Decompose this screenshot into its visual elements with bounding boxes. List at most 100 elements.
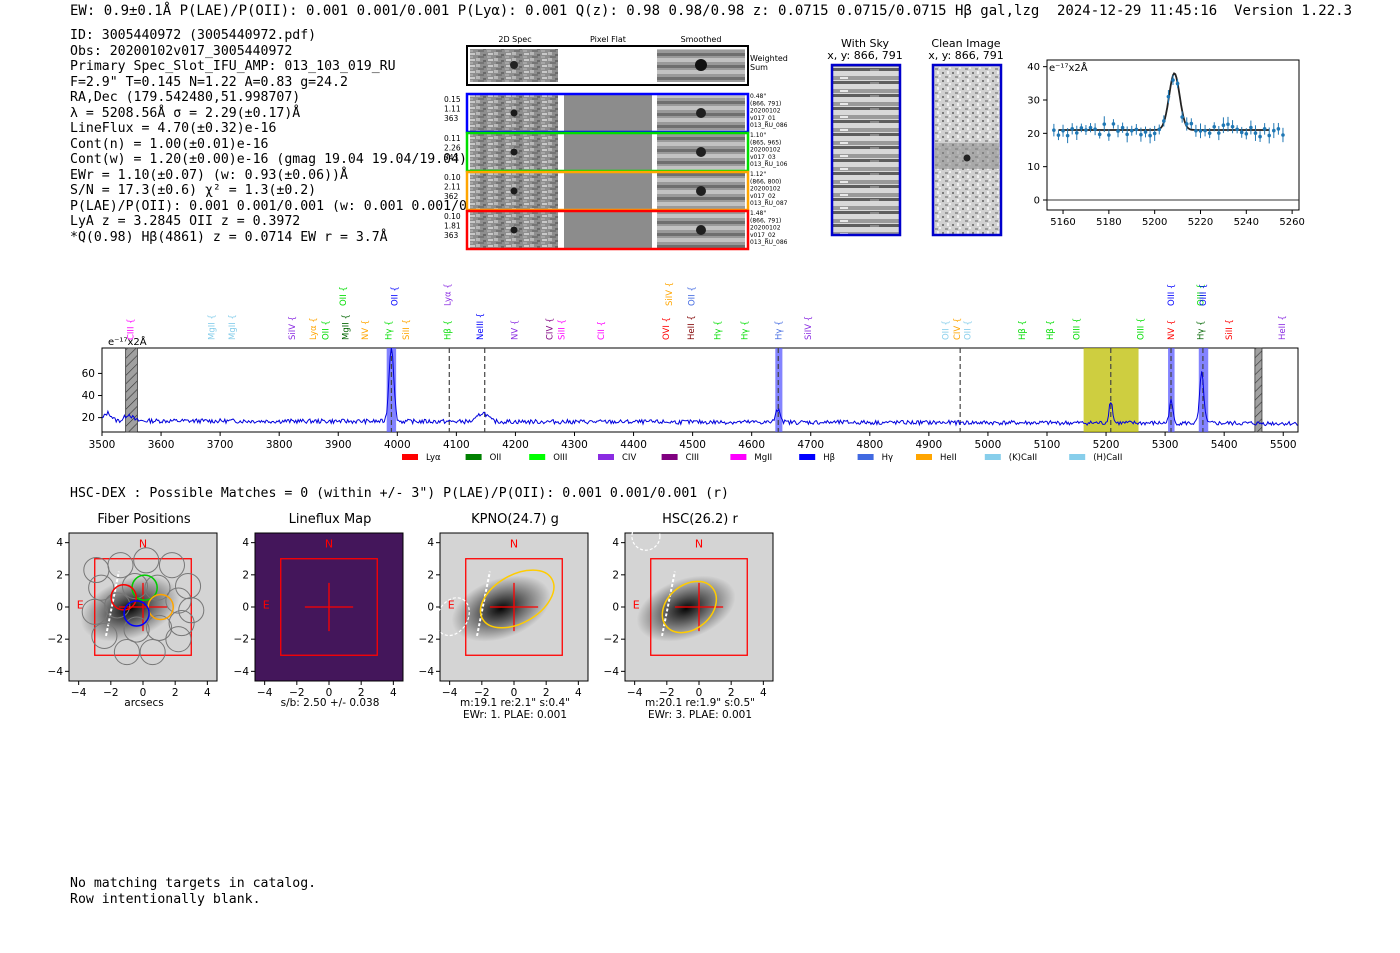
fiber-circle (83, 556, 110, 584)
panel-ytick-label: 2 (612, 569, 619, 581)
zoom-point (1194, 129, 1198, 133)
line-marker-label: Hβ { (1046, 320, 1056, 340)
line-marker-label: Lyα { (444, 283, 454, 306)
zoom-point (1084, 128, 1088, 132)
row-pixelflat (564, 95, 652, 131)
zoom-point (1134, 127, 1139, 132)
zoom-point (1184, 122, 1189, 126)
legend-swatch (730, 454, 747, 460)
zoom-point (1056, 133, 1061, 137)
spectrum-xtick-label: 4900 (915, 439, 942, 451)
panel-xtick-label: −4 (627, 687, 643, 699)
panel-ytick-label: 2 (427, 569, 434, 581)
zoom-point (1239, 130, 1244, 135)
line-marker-label: OIII { (1073, 318, 1083, 340)
legend-label: CIII (686, 453, 699, 463)
row-left-value: 2.11 (444, 183, 461, 192)
info-obs: Obs: 20200102v017_3005440972 (70, 43, 293, 59)
zoom-point (1235, 127, 1239, 132)
panel-image-1: N E −4 −4 −2 −2 0 0 2 2 4 4 (234, 532, 404, 699)
zoom-point (1175, 81, 1180, 86)
info-plae: P(LAE)/P(OII): 0.001 0.001/0.001 (w: 0.0… (70, 198, 507, 214)
row-right-labels: 0.48" (866, 791) 20200102 v017_01 013_RU_086 (750, 93, 788, 129)
panel-caption-line: m:20.1 re:1.9" s:0.5" (645, 697, 755, 709)
row-right-value: (866, 791) (750, 217, 781, 224)
info-cont-n: Cont(n) = 1.00(±0.01)e-16 (70, 136, 269, 152)
footer-notes: No matching targets in catalog. Row inte… (70, 876, 316, 907)
legend-label: MgII (754, 453, 772, 463)
zoom-point (1148, 133, 1152, 138)
diffraction-streak (661, 571, 676, 637)
panel-caption-line: EWr: 3. PLAE: 0.001 (647, 709, 753, 721)
fiber-circle (178, 597, 205, 624)
zoom-xtick-label: 5180 (1096, 217, 1121, 228)
compass-north: N (510, 537, 518, 550)
zoom-point (1052, 128, 1056, 132)
panel-xtick-label: −4 (257, 687, 273, 699)
line-marker-label: MgII { (341, 314, 351, 340)
line-marker-label: Hγ { (1197, 320, 1207, 340)
fiber-circle (165, 587, 192, 614)
spectrum-ylabel: e⁻¹⁷x2Å (108, 335, 147, 348)
panel-xtick-label: 0 (696, 687, 703, 699)
zoom-point (1281, 133, 1285, 137)
panel-xtick-label: −4 (71, 687, 87, 699)
panel-image-2: N E −4 −4 −2 −2 0 0 2 2 4 4 (419, 532, 589, 699)
panel-ytick-label: 0 (242, 602, 249, 614)
legend-label: (H)CaII (1093, 453, 1122, 463)
fiber-circle (81, 598, 108, 625)
panel-xtick-label: 0 (140, 687, 147, 699)
zoom-point (1143, 130, 1148, 134)
row-right-value: 20200102 (750, 186, 781, 193)
line-marker-label: Hγ { (741, 320, 751, 340)
legend-label: HeII (940, 453, 957, 463)
legend-swatch (402, 454, 418, 460)
zoom-point (1198, 129, 1203, 133)
info-q-hbeta: *Q(0.98) Hβ(4861) z = 0.0714 EW r = 3.7Å (70, 229, 388, 245)
info-wavelength: λ = 5208.56Å σ = 2.29(±0.17)Å (70, 105, 301, 121)
hatched-band (125, 347, 138, 433)
spectrum-xtick-label: 4600 (738, 439, 765, 451)
spectrum-xtick-label: 4500 (679, 439, 706, 451)
row-left-value: 1.11 (444, 105, 461, 114)
fiber-circle (168, 610, 195, 637)
panel-title: HSC(26.2) r (662, 512, 738, 527)
panel-ytick-label: 4 (56, 537, 63, 549)
zoom-point (1107, 133, 1111, 137)
info-cont-w: Cont(w) = 1.20(±0.00)e-16 (gmag 19.04 19… (70, 152, 467, 167)
info-ewr: EWr = 1.10(±0.07) (w: 0.93(±0.06))Å (70, 167, 348, 183)
panel-ytick-label: 4 (427, 537, 434, 549)
zoom-point (1116, 129, 1120, 133)
zoom-point (1065, 133, 1070, 138)
spec-2d-panel: 2D Spec Pixel Flat Smoothed Weighted Sum … (444, 35, 788, 251)
panel-ytick-label: 0 (612, 602, 619, 614)
panel-title: Lineflux Map (288, 512, 372, 527)
zoom-point (1162, 119, 1166, 123)
spectrum-ytick-label: 60 (82, 368, 95, 380)
line-marker-label: CII { (597, 321, 607, 340)
legend-swatch (984, 454, 1001, 460)
header-timestamp: 2024-12-29 11:45:16 Version 1.22.3 (1057, 3, 1352, 19)
spectrum-xtick-label: 3700 (207, 439, 234, 451)
row-right-labels: 1.12" (866, 800) 20200102 v017_02 013_RU_087 (750, 171, 788, 207)
spectrum-xtick-label: 3900 (325, 439, 352, 451)
fiber-circle (91, 622, 118, 650)
row-right-value: v017_03 (750, 154, 776, 161)
row-source (510, 187, 518, 195)
line-marker-label: OII { (390, 286, 400, 306)
row-smoothed-source (696, 108, 706, 118)
fiber-circle (88, 574, 115, 601)
zoom-point (1253, 131, 1258, 135)
fiber-circle (121, 573, 149, 600)
panel-ytick-label: −4 (604, 666, 620, 678)
zoom-point (1088, 125, 1093, 130)
line-marker-label: Hβ { (444, 320, 454, 340)
full-spectrum-plot: e⁻¹⁷x2Å 20 40 60 3500 3600 3700 3800 3900 4000 410… (82, 282, 1299, 463)
zoom-ytick-label: 20 (1027, 129, 1040, 140)
row-frame (465, 209, 750, 251)
panel-xtick-label: 2 (543, 687, 550, 699)
panel-ytick-label: 2 (56, 569, 63, 581)
row-right-value: v017_02 (750, 232, 776, 239)
info-radec: RA,Dec (179.542480,51.998707) (70, 90, 301, 105)
panel-xtick-label: 4 (575, 687, 582, 699)
